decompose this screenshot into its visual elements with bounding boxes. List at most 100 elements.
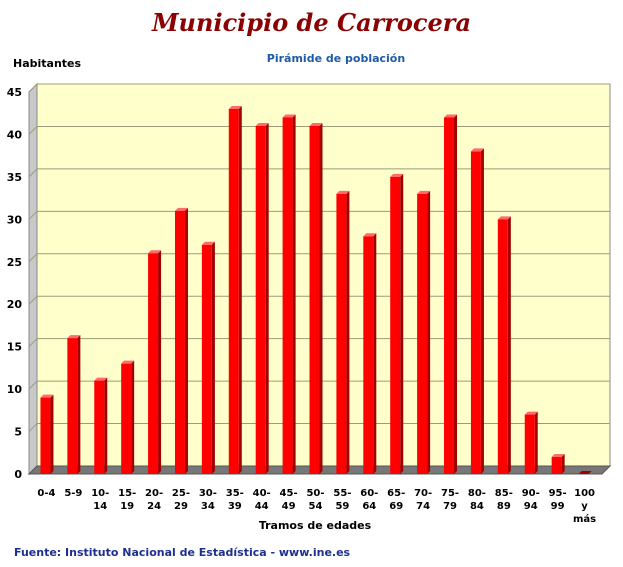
bar-top — [121, 360, 135, 364]
chart-title: Municipio de Carrocera — [151, 8, 471, 37]
bars — [40, 105, 592, 475]
bar-front — [497, 219, 508, 474]
bar-top — [470, 148, 484, 152]
x-tick-label-line: 44 — [255, 501, 269, 512]
bar-side — [184, 207, 188, 474]
x-tick-label-line: 45- — [280, 488, 298, 499]
gridline-side — [28, 295, 38, 305]
bar-front — [174, 210, 185, 474]
x-tick-label-line: más — [573, 513, 596, 525]
x-tick-label: 90-94 — [522, 488, 540, 512]
source-footer: Fuente: Instituto Nacional de Estadístic… — [14, 546, 351, 559]
x-tick-label: 0-4 — [37, 488, 55, 499]
bar-top — [524, 411, 538, 415]
x-tick-label: 85-89 — [495, 488, 513, 512]
bar-front — [309, 125, 320, 474]
y-tick-label: 45 — [7, 86, 22, 99]
x-tick-label-line: 69 — [389, 501, 403, 512]
y-tick-label: 35 — [7, 171, 22, 184]
bar — [336, 190, 350, 474]
bar-front — [551, 457, 562, 474]
x-tick-label: 95-99 — [549, 488, 567, 512]
bar-side — [158, 250, 162, 474]
bar — [201, 241, 215, 474]
bar-side — [480, 148, 484, 474]
gridline-side — [28, 380, 38, 390]
bar-side — [427, 190, 431, 474]
bar-top — [94, 377, 108, 381]
bar-top — [67, 335, 81, 339]
bar-top — [551, 454, 565, 458]
bar-front — [390, 176, 401, 474]
bar-top — [148, 250, 162, 254]
bar-front — [363, 236, 374, 474]
y-tick-label: 25 — [7, 256, 22, 269]
bar-top — [255, 122, 269, 126]
bar-front — [40, 397, 51, 474]
bar-front — [201, 244, 212, 474]
x-tick-label-line: 74 — [416, 501, 430, 512]
x-tick-label-line: 75- — [441, 488, 459, 499]
bar-top — [201, 241, 215, 245]
x-tick-label-line: 95- — [549, 488, 567, 499]
bar — [363, 233, 377, 474]
x-tick-label: 60-64 — [360, 488, 378, 512]
x-tick-label: 55-59 — [333, 488, 351, 512]
bar-side — [265, 122, 269, 474]
x-tick-label-line: 89 — [497, 501, 511, 512]
bar-side — [534, 411, 538, 474]
x-tick-label: 20-24 — [145, 488, 163, 512]
x-tick-label-line: 90- — [522, 488, 540, 499]
gridline-side — [28, 83, 38, 93]
x-tick-label: 40-44 — [253, 488, 271, 512]
x-tick-label-line: 94 — [524, 501, 538, 512]
bar-top — [174, 207, 188, 211]
x-tick-label: 25-29 — [172, 488, 190, 512]
y-tick-label: 15 — [7, 341, 22, 354]
x-tick-label: 65-69 — [387, 488, 405, 512]
x-tick-label-line: 29 — [174, 501, 188, 512]
bar-front — [282, 117, 293, 474]
bar-side — [507, 216, 511, 475]
x-tick-label-line: 10- — [91, 488, 109, 499]
bar-side — [238, 105, 242, 474]
x-tick-label: 10-14 — [91, 488, 109, 512]
gridline-side — [28, 126, 38, 135]
x-tick-label-line: 40- — [253, 488, 271, 499]
bar-top — [309, 122, 323, 126]
bar-front — [255, 125, 266, 474]
bar — [417, 190, 431, 474]
x-tick-label-line: 49 — [282, 501, 296, 512]
bar-front — [148, 253, 159, 474]
x-tick-label: 80-84 — [468, 488, 486, 512]
x-tick-label-line: 100 — [574, 488, 595, 499]
x-tick-label: 70-74 — [414, 488, 432, 512]
bar-top — [363, 233, 377, 237]
gridline-side — [28, 210, 38, 220]
bar-side — [211, 241, 215, 474]
x-tick-label-line: 99 — [551, 501, 565, 512]
bar-front — [336, 193, 347, 474]
bar-front — [94, 380, 105, 474]
y-axis-ticks: 0 5 10 15 20 25 30 35 40 45 — [7, 86, 23, 481]
x-tick-label-line: 84 — [470, 501, 484, 512]
x-tick-label-line: 64 — [362, 501, 376, 512]
x-tick-label: 15-19 — [118, 488, 136, 512]
x-tick-label-line: 80- — [468, 488, 486, 499]
bar-top — [228, 105, 242, 109]
bar — [148, 250, 162, 474]
x-axis-label: Tramos de edades — [258, 519, 372, 532]
x-tick-label: 45-49 — [280, 488, 298, 512]
bar-top — [40, 394, 54, 398]
x-tick-label-line: 60- — [360, 488, 378, 499]
gridline-side — [28, 253, 38, 263]
bar-top — [282, 114, 296, 118]
x-tick-label-line: 19 — [120, 501, 134, 512]
bar-side — [319, 122, 323, 474]
bar — [309, 122, 323, 474]
x-tick-label-line: 70- — [414, 488, 432, 499]
bar — [94, 377, 108, 474]
x-tick-label-line: 55- — [333, 488, 351, 499]
gridline-side — [28, 168, 38, 178]
